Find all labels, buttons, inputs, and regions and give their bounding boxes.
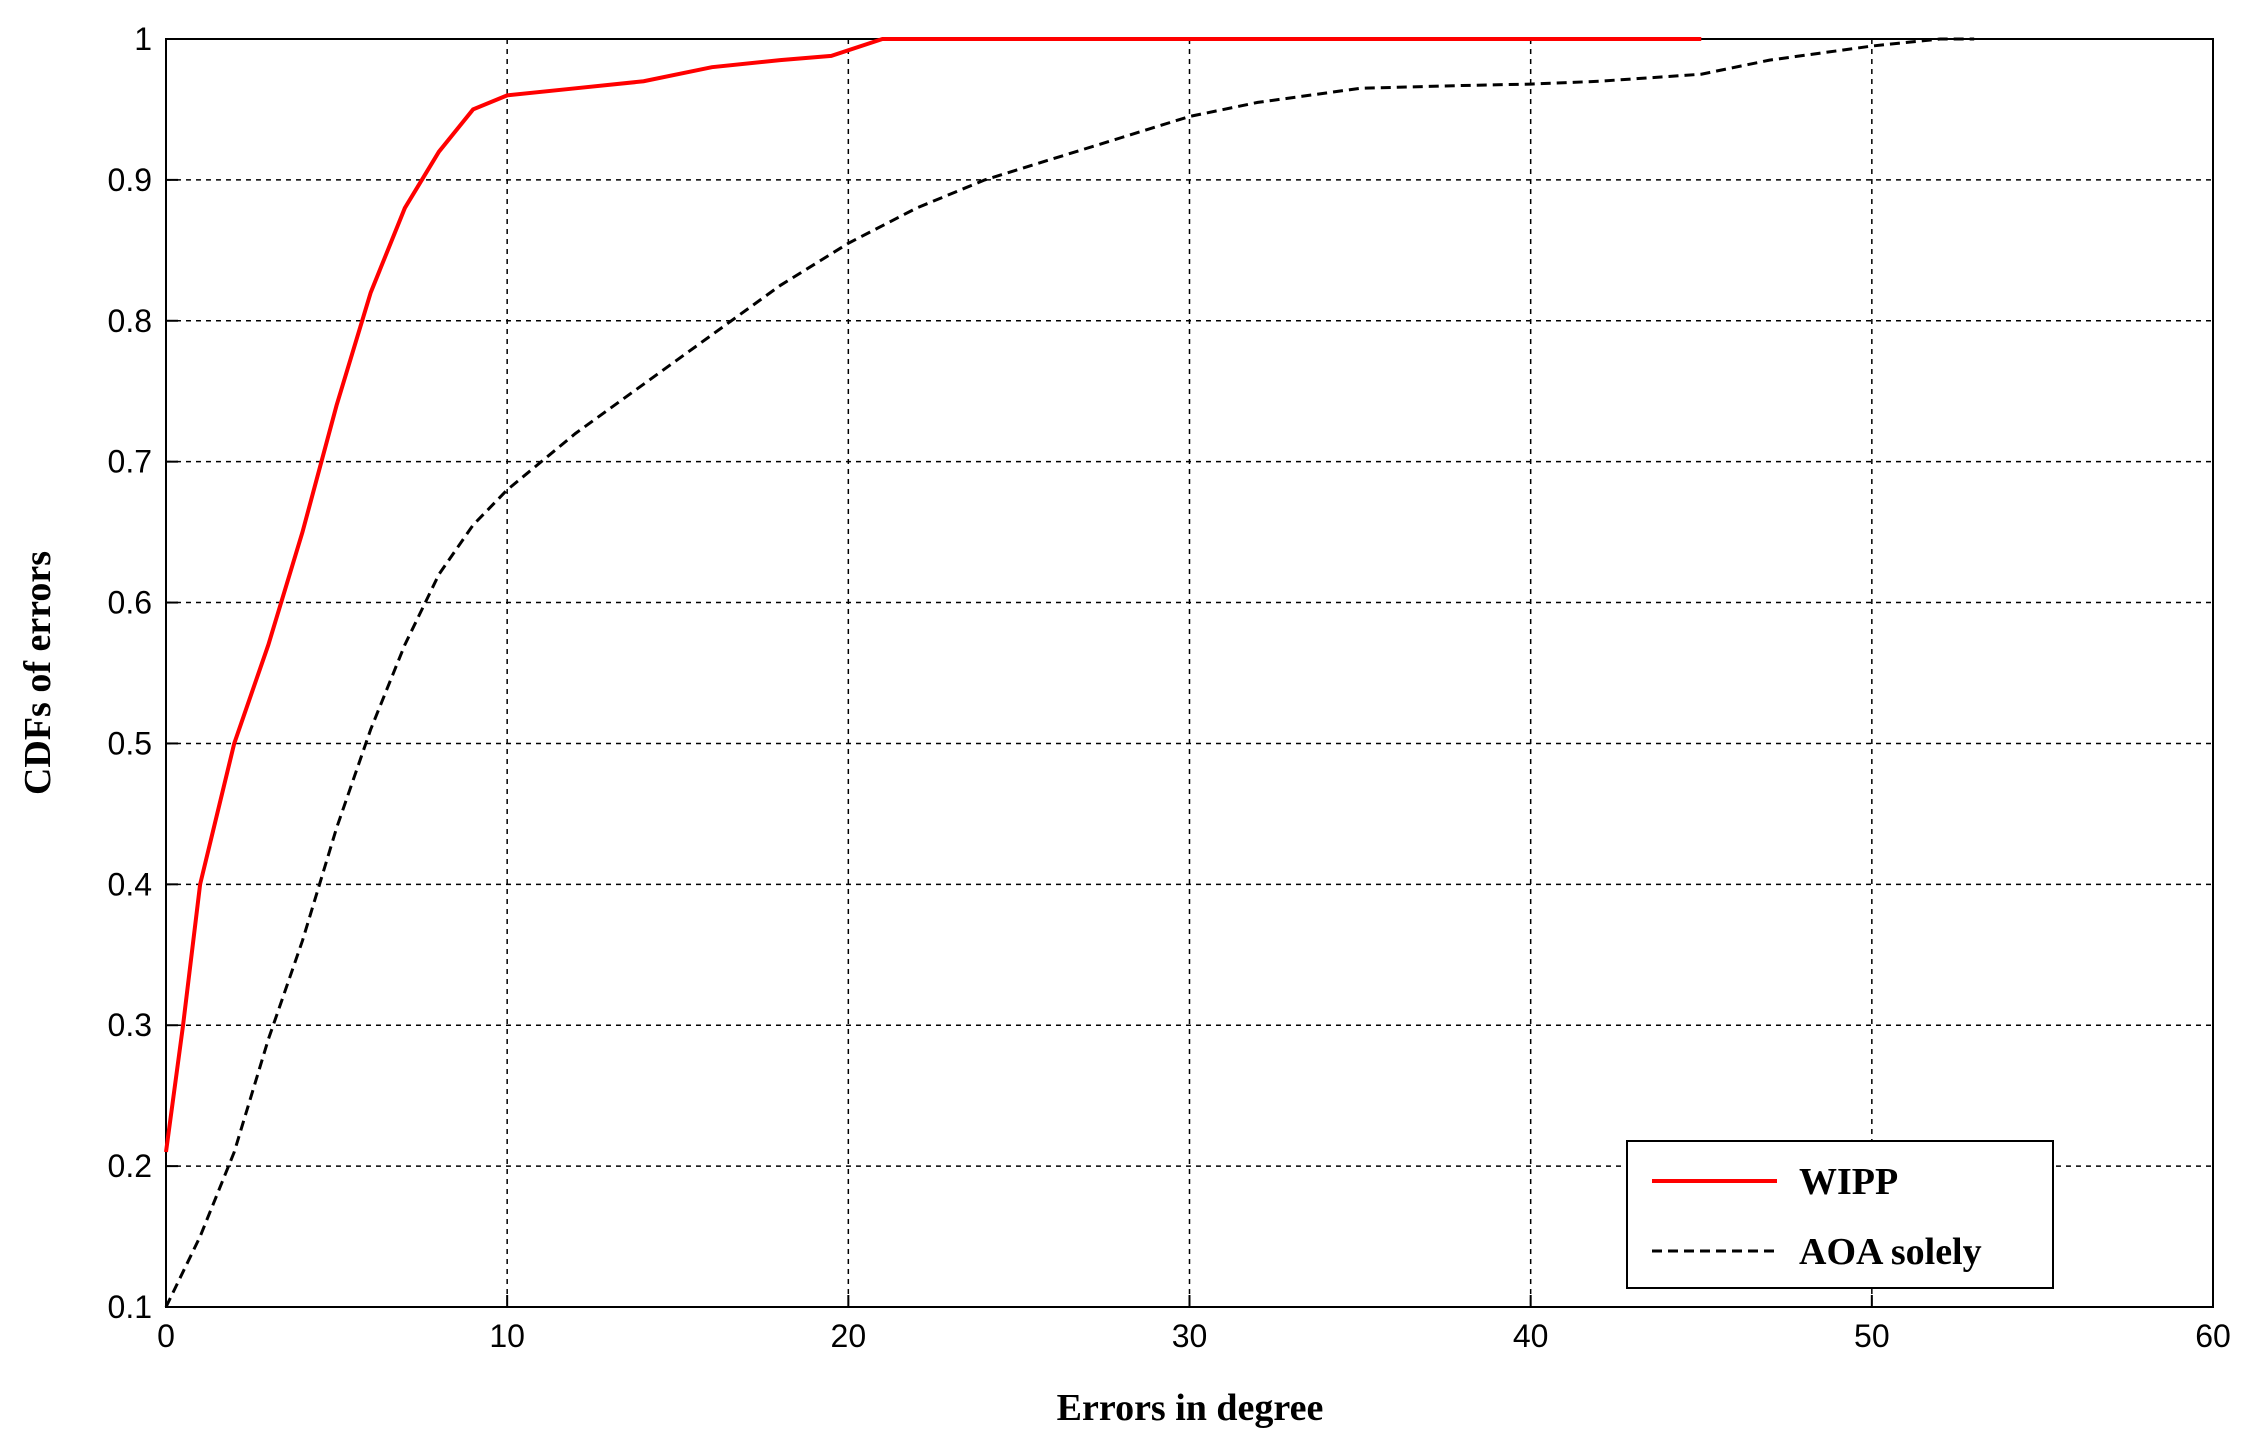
y-tick-label: 0.1: [108, 1289, 152, 1325]
legend-label: WIPP: [1799, 1161, 1898, 1203]
y-tick-label: 0.6: [108, 585, 152, 621]
x-tick-label: 30: [1172, 1318, 1208, 1354]
y-tick-label: 0.9: [108, 162, 152, 198]
series-line: [164, 37, 1975, 1308]
y-tick-label: 0.4: [108, 866, 152, 902]
y-axis-label: CDFs of errors: [17, 551, 59, 795]
x-tick-label: 50: [1854, 1318, 1890, 1354]
x-tick-label: 10: [489, 1318, 525, 1354]
series-line: [164, 37, 1702, 1153]
legend-box: [1626, 1140, 2054, 1289]
legend-label: AOA solely: [1799, 1231, 1982, 1273]
y-tick-label: 0.3: [108, 1007, 152, 1043]
x-tick-label: 60: [2195, 1318, 2231, 1354]
x-tick-label: 40: [1513, 1318, 1549, 1354]
y-tick-label: 1: [134, 21, 152, 57]
x-tick-label: 20: [831, 1318, 867, 1354]
y-tick-label: 0.5: [108, 725, 152, 761]
y-tick-label: 0.2: [108, 1148, 152, 1184]
y-tick-label: 0.8: [108, 303, 152, 339]
x-axis-label: Errors in degree: [1057, 1387, 1324, 1429]
x-tick-label: 0: [157, 1318, 175, 1354]
y-tick-label: 0.7: [108, 444, 152, 480]
